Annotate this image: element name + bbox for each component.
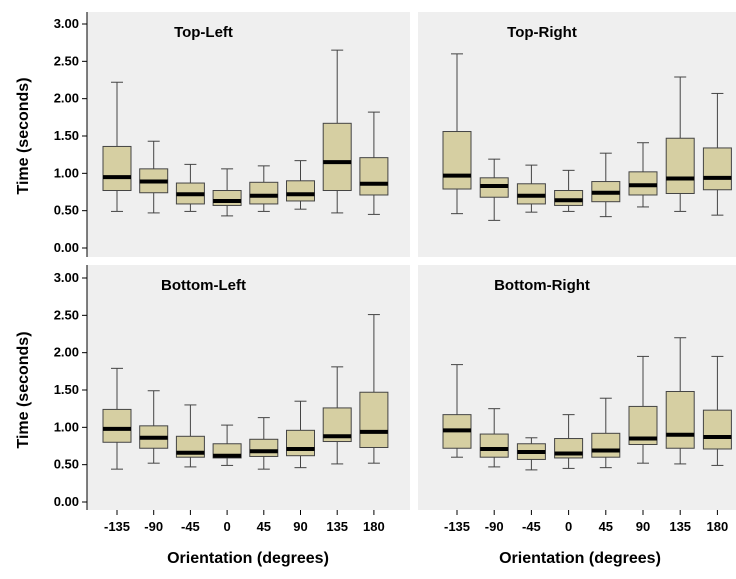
x-tick-label: 90 [293, 519, 307, 534]
box--45 [516, 437, 546, 471]
box-45 [591, 397, 621, 469]
iqr-box [322, 122, 352, 192]
y-tick-label: 3.00 [54, 16, 79, 31]
iqr-box [702, 147, 732, 191]
panel-title: Bottom-Left [161, 277, 246, 294]
box-180 [359, 314, 389, 464]
panel-top-right: Top-Right [418, 12, 736, 257]
box--90 [139, 140, 169, 214]
panel-top-left: Top-Left 0.00 0.50 1.00 1.50 2.00 2.50 3.00 [54, 12, 410, 257]
y-tick-label: 3.00 [54, 270, 79, 285]
box--90 [139, 390, 169, 464]
box--135 [102, 81, 132, 212]
panel-bottom-left: Bottom-Left 0.00 0.50 1.00 1.50 2.00 2.50 3.00 -… [54, 265, 410, 534]
x-tick-label: 180 [363, 519, 385, 534]
box--90 [479, 158, 509, 221]
box-180 [702, 355, 732, 466]
y-tick-label: 1.00 [54, 419, 79, 434]
x-tick-label: 90 [636, 519, 650, 534]
panel-background [87, 265, 410, 510]
box-90 [286, 400, 315, 469]
y-tick-label: 2.50 [54, 53, 79, 68]
x-tick-label: 135 [326, 519, 348, 534]
box-0 [554, 169, 584, 212]
x-tick-label: 135 [669, 519, 691, 534]
iqr-box [665, 390, 695, 449]
iqr-box [102, 145, 132, 192]
box-0 [212, 168, 242, 217]
box-90 [628, 355, 658, 464]
panel-background [87, 12, 410, 257]
y-tick-label: 2.00 [54, 345, 79, 360]
x-tick-label: -90 [144, 519, 163, 534]
x-tick-label: -45 [522, 519, 541, 534]
box-135 [322, 366, 352, 465]
box--135 [442, 364, 472, 458]
box--90 [479, 408, 509, 468]
iqr-box [554, 190, 584, 206]
x-tick-label: -135 [444, 519, 470, 534]
box-45 [249, 417, 279, 470]
box-180 [359, 111, 389, 215]
iqr-box [286, 429, 315, 457]
panel-title: Top-Right [507, 24, 577, 41]
y-tick-label: 0.00 [54, 494, 79, 509]
y-tick-label: 1.50 [54, 128, 79, 143]
box-90 [628, 142, 658, 208]
x-axis-label-left: Orientation (degrees) [167, 550, 329, 567]
iqr-box [665, 137, 695, 194]
y-tick-label: 2.00 [54, 91, 79, 106]
box-135 [665, 337, 695, 465]
box--45 [175, 163, 205, 212]
iqr-box [442, 131, 472, 190]
iqr-box [249, 438, 279, 457]
box-0 [212, 424, 242, 466]
box--135 [102, 367, 132, 470]
x-tick-label: 45 [599, 519, 613, 534]
y-tick-label: 1.50 [54, 382, 79, 397]
y-axis-label-top: Time (seconds) [15, 77, 32, 194]
x-tick-label: -135 [104, 519, 130, 534]
iqr-box [479, 433, 509, 458]
x-tick-label: 45 [257, 519, 271, 534]
box-180 [702, 92, 732, 216]
y-tick-label: 0.50 [54, 457, 79, 472]
box--45 [516, 164, 546, 213]
iqr-box [359, 391, 389, 448]
x-axis-label-right: Orientation (degrees) [499, 550, 661, 567]
iqr-box [359, 157, 389, 196]
y-axis-label-bottom: Time (seconds) [15, 331, 32, 448]
box-45 [591, 152, 621, 218]
iqr-box [249, 181, 279, 205]
box-45 [249, 165, 279, 212]
x-tick-label: 0 [565, 519, 572, 534]
box--135 [442, 53, 472, 215]
iqr-box [591, 432, 621, 458]
panel-bottom-right: Bottom-Right -135 -90 -45 0 45 90 135 180 [418, 265, 736, 534]
x-tick-label: 0 [223, 519, 230, 534]
iqr-box [102, 408, 132, 443]
box-135 [322, 49, 352, 214]
x-tick-label: 180 [707, 519, 729, 534]
iqr-box [702, 409, 732, 450]
box-90 [286, 160, 315, 210]
iqr-box [212, 190, 242, 206]
x-tick-label: -90 [485, 519, 504, 534]
x-tick-label: -45 [181, 519, 200, 534]
iqr-box [286, 180, 315, 202]
y-tick-label: 0.50 [54, 203, 79, 218]
box--45 [175, 404, 205, 468]
y-tick-label: 1.00 [54, 165, 79, 180]
panel-title: Bottom-Right [494, 277, 590, 294]
box-135 [665, 76, 695, 212]
box-0 [554, 414, 584, 469]
panel-background [418, 265, 736, 510]
y-tick-label: 0.00 [54, 240, 79, 255]
y-tick-label: 2.50 [54, 307, 79, 322]
panel-title: Top-Left [174, 24, 233, 41]
